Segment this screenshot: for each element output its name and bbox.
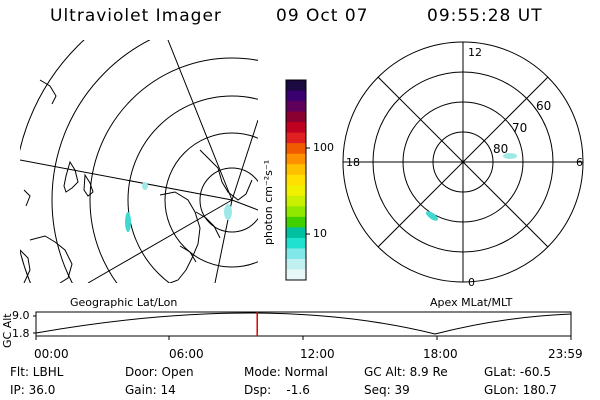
mlt-label-0: 0 (468, 276, 475, 289)
geo-lat-circle (199, 167, 258, 233)
colorbar-swatch (286, 153, 306, 165)
mlat-label-60: 60 (536, 99, 552, 113)
mlt-label-6: 6 (576, 156, 583, 169)
colorbar-swatch (286, 216, 306, 228)
geo-aurora (125, 182, 232, 232)
color-bar-frame (285, 79, 307, 281)
colorbar-swatch (286, 227, 306, 239)
instrument-title: Ultraviolet Imager (50, 6, 222, 26)
colorbar-swatch (286, 248, 306, 260)
geo-meridian (167, 40, 233, 201)
geo-meridian (87, 199, 233, 283)
coastline (195, 211, 221, 239)
ip-info: IP: 36.0 (10, 383, 56, 397)
door-info: Door: Open (125, 365, 194, 379)
apex-caption: Apex MLat/MLT (430, 296, 513, 309)
coastline (20, 249, 31, 283)
colorbar-swatch (286, 164, 306, 176)
seq-info: Seq: 39 (364, 383, 410, 397)
geo-meridian (20, 159, 233, 201)
dsp-info: Dsp: -1.6 (244, 383, 310, 397)
colorbar-swatch (286, 269, 306, 281)
colorbar-swatch (286, 174, 306, 186)
altitude-ytick-1.8: 1.8 (12, 327, 30, 340)
date-label: 09 Oct 07 (276, 6, 369, 26)
glat-info: GLat: -60.5 (484, 365, 551, 379)
colorbar-swatch (286, 237, 306, 249)
colorbar-swatch (286, 132, 306, 144)
coastline (63, 160, 79, 193)
colorbar-unit-label: photon cm⁻²s⁻¹ (262, 159, 275, 245)
geographic-map (20, 40, 258, 283)
filter-info: Flt: LBHL (10, 365, 64, 379)
mlat-label-70: 70 (512, 121, 528, 135)
gain-info: Gain: 14 (125, 383, 176, 397)
apex-aurora (426, 153, 517, 221)
mode-info: Mode: Normal (244, 365, 328, 379)
coastline (199, 149, 253, 201)
apex-mlt-line (377, 76, 549, 248)
colorbar-swatch (286, 258, 306, 270)
colorbar-tick-100: 100 (313, 141, 334, 154)
time-label: 09:55:28 UT (427, 6, 543, 26)
coastline (29, 235, 73, 283)
geo-lat-circle (89, 57, 258, 283)
color-bar (286, 80, 306, 281)
glon-info: GLon: 180.7 (484, 383, 557, 397)
altitude-plot-frame (35, 311, 572, 337)
altitude-ytick-9: 9.0 (12, 309, 30, 322)
coastline (39, 79, 57, 105)
geo-lat-circle (164, 132, 258, 268)
coastline (83, 173, 94, 197)
colorbar-swatch (286, 101, 306, 113)
geo-lat-circle (127, 95, 258, 283)
geo-meridian (231, 119, 258, 201)
colorbar-swatch (286, 90, 306, 102)
coastline (159, 191, 201, 283)
apex-map (342, 41, 584, 283)
time-tick-0000: 00:00 (34, 347, 69, 361)
colorbar-swatch (286, 80, 306, 92)
coastline (23, 189, 31, 207)
colorbar-swatch (286, 122, 306, 134)
time-tick-2359: 23:59 (548, 347, 583, 361)
colorbar-swatch (286, 185, 306, 197)
geo-caption: Geographic Lat/Lon (70, 296, 178, 309)
geo-lat-circle (51, 40, 151, 283)
time-tick-1200: 12:00 (300, 347, 335, 361)
mlat-label-80: 80 (493, 142, 509, 156)
colorbar-swatch (286, 206, 306, 218)
time-tick-0600: 06:00 (169, 347, 204, 361)
mlt-label-12: 12 (468, 46, 482, 59)
geo-meridian (231, 199, 258, 211)
mlt-label-18: 18 (346, 156, 360, 169)
gc-alt-info: GC Alt: 8.9 Re (364, 365, 448, 379)
altitude-curve (35, 312, 572, 335)
colorbar-tick-10: 10 (313, 227, 327, 240)
colorbar-swatch (286, 111, 306, 123)
coastline (179, 245, 197, 263)
colorbar-swatch (286, 195, 306, 207)
colorbar-swatch (286, 143, 306, 155)
time-tick-1800: 18:00 (423, 347, 458, 361)
